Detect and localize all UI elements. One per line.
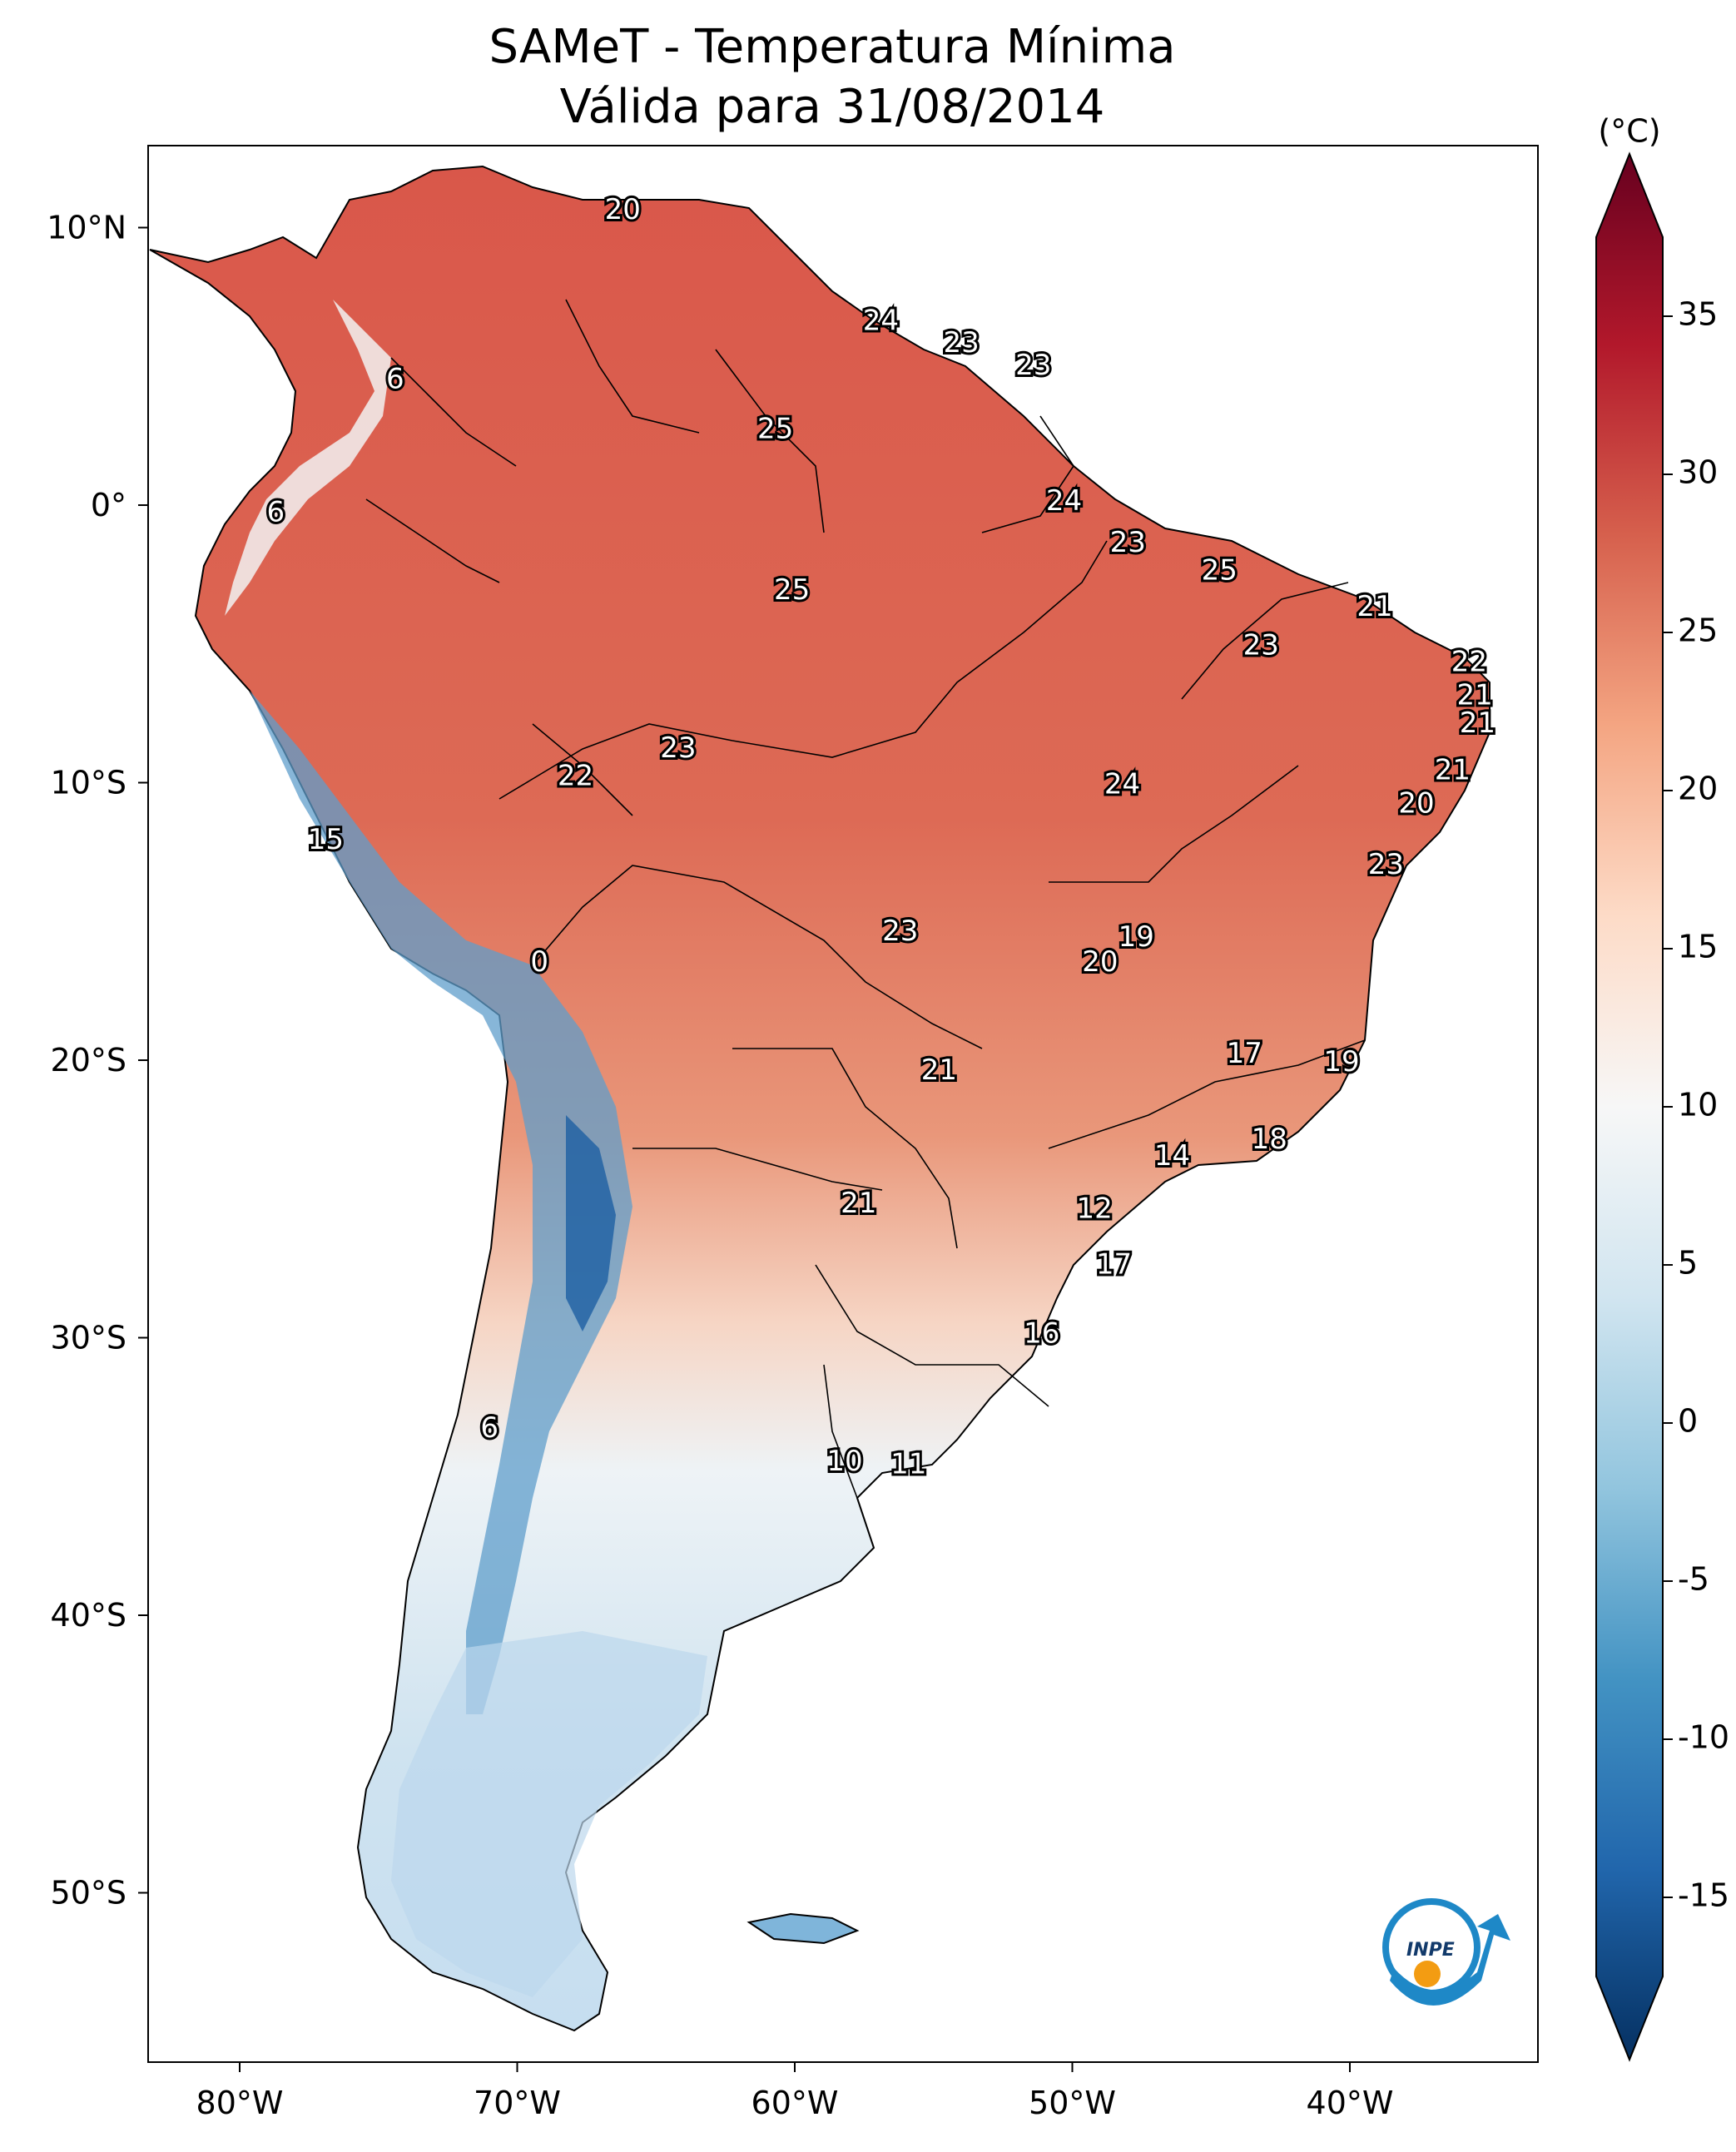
temperature-label: 24 bbox=[1104, 767, 1140, 801]
colorbar-ticks: 35 30 25 20 15 10 5 0 -5 -10 -15 bbox=[1663, 296, 1729, 1914]
temperature-label: 6 bbox=[267, 496, 285, 529]
temperature-label: 24 bbox=[1046, 484, 1082, 518]
inpe-logo: INPE bbox=[1382, 1898, 1510, 2006]
andes-cold-band bbox=[250, 691, 632, 1714]
temperature-label: 19 bbox=[1118, 920, 1154, 954]
northern-andes-strip bbox=[225, 300, 391, 616]
colorbar-tick-label: 10 bbox=[1678, 1087, 1718, 1123]
temperature-label: 6 bbox=[480, 1411, 498, 1445]
temperature-label: 23 bbox=[660, 731, 696, 765]
falkland-islands bbox=[746, 1912, 860, 1945]
lon-tick-label: 50°W bbox=[1029, 2085, 1116, 2121]
temperature-label: 22 bbox=[1451, 646, 1487, 679]
lon-tick-label: 40°W bbox=[1307, 2085, 1394, 2121]
lat-tick-label: 20°S bbox=[51, 1042, 126, 1078]
colorbar-tick-label: 35 bbox=[1678, 296, 1718, 333]
colorbar-tick-label: -15 bbox=[1678, 1877, 1729, 1914]
temperature-label: 0 bbox=[530, 945, 548, 979]
temperature-label: 22 bbox=[558, 759, 593, 792]
colorbar-tick-label: 5 bbox=[1678, 1245, 1698, 1282]
colorbar: (°C) 35 30 25 20 15 10 5 0 -5 -10 -15 bbox=[1595, 113, 1729, 2062]
temperature-label: 14 bbox=[1154, 1139, 1190, 1173]
temperature-label: 21 bbox=[921, 1054, 957, 1087]
andes-core bbox=[566, 1115, 616, 1331]
logo-sun bbox=[1414, 1961, 1441, 1987]
colorbar-tick-label: 20 bbox=[1678, 771, 1718, 807]
colorbar-tick-label: 30 bbox=[1678, 454, 1718, 491]
longitude-ticks: 80°W 70°W 60°W 50°W 40°W bbox=[196, 2062, 1394, 2121]
lat-tick-label: 50°S bbox=[51, 1875, 126, 1912]
temperature-label: 23 bbox=[1110, 526, 1146, 559]
temperature-label: 20 bbox=[605, 193, 641, 226]
lat-tick-label: 30°S bbox=[51, 1320, 126, 1356]
latitude-ticks: 10°N 0° 10°S 20°S 30°S 40°S 50°S bbox=[47, 210, 148, 1912]
temperature-label: 16 bbox=[1024, 1317, 1059, 1351]
lon-tick-label: 80°W bbox=[196, 2085, 284, 2121]
temperature-label: 12 bbox=[1077, 1193, 1113, 1226]
lat-tick-label: 0° bbox=[91, 487, 126, 523]
temperature-label: 23 bbox=[1243, 629, 1279, 662]
temperature-label: 17 bbox=[1227, 1037, 1262, 1070]
temperature-label: 20 bbox=[1398, 787, 1434, 821]
map-title: SAMeT - Temperatura Mínima bbox=[489, 20, 1176, 74]
temperature-label: 20 bbox=[1082, 945, 1118, 979]
temperature-label: 23 bbox=[882, 915, 918, 948]
patagonia-cool bbox=[391, 1631, 707, 1997]
temperature-label: 15 bbox=[308, 823, 344, 856]
temperature-label: 21 bbox=[1460, 707, 1495, 740]
lon-tick-label: 60°W bbox=[751, 2085, 839, 2121]
lon-tick-label: 70°W bbox=[474, 2085, 561, 2121]
colorbar-tick-label: -10 bbox=[1678, 1719, 1729, 1756]
colorbar-bar bbox=[1595, 151, 1664, 2062]
colorbar-tick-label: 0 bbox=[1678, 1403, 1698, 1440]
lat-tick-label: 10°S bbox=[51, 765, 126, 801]
temperature-label: 18 bbox=[1252, 1123, 1287, 1156]
temperature-label: 11 bbox=[890, 1447, 926, 1480]
temperature-label: 23 bbox=[1015, 349, 1051, 382]
temperature-label: 10 bbox=[826, 1445, 862, 1478]
temperature-label: 21 bbox=[1357, 590, 1392, 623]
colorbar-tick-label: 15 bbox=[1678, 929, 1718, 965]
temperature-label: 23 bbox=[943, 326, 979, 359]
logo-arrow bbox=[1390, 1914, 1510, 2006]
temperature-label: 24 bbox=[863, 304, 899, 337]
temperature-label: 23 bbox=[1368, 848, 1404, 881]
temperature-label: 21 bbox=[1435, 754, 1471, 787]
temperature-label: 19 bbox=[1323, 1045, 1359, 1078]
map-subtitle: Válida para 31/08/2014 bbox=[559, 80, 1105, 134]
temperature-label: 25 bbox=[774, 573, 810, 607]
temperature-label: 21 bbox=[1456, 679, 1492, 712]
temperature-label: 17 bbox=[1096, 1247, 1132, 1281]
map-frame bbox=[147, 145, 1539, 2063]
temperature-label: 25 bbox=[1202, 554, 1238, 588]
logo-text: INPE bbox=[1406, 1940, 1455, 1961]
colorbar-unit: (°C) bbox=[1598, 113, 1660, 150]
lat-tick-label: 10°N bbox=[47, 210, 126, 246]
colorbar-tick-label: 25 bbox=[1678, 612, 1718, 649]
lat-tick-label: 40°S bbox=[51, 1597, 126, 1634]
temperature-label: 25 bbox=[757, 412, 793, 445]
country-borders bbox=[365, 299, 1366, 1499]
temperature-label: 6 bbox=[386, 362, 404, 395]
colorbar-tick-label: -5 bbox=[1678, 1561, 1709, 1598]
temperature-label: 21 bbox=[841, 1187, 876, 1220]
